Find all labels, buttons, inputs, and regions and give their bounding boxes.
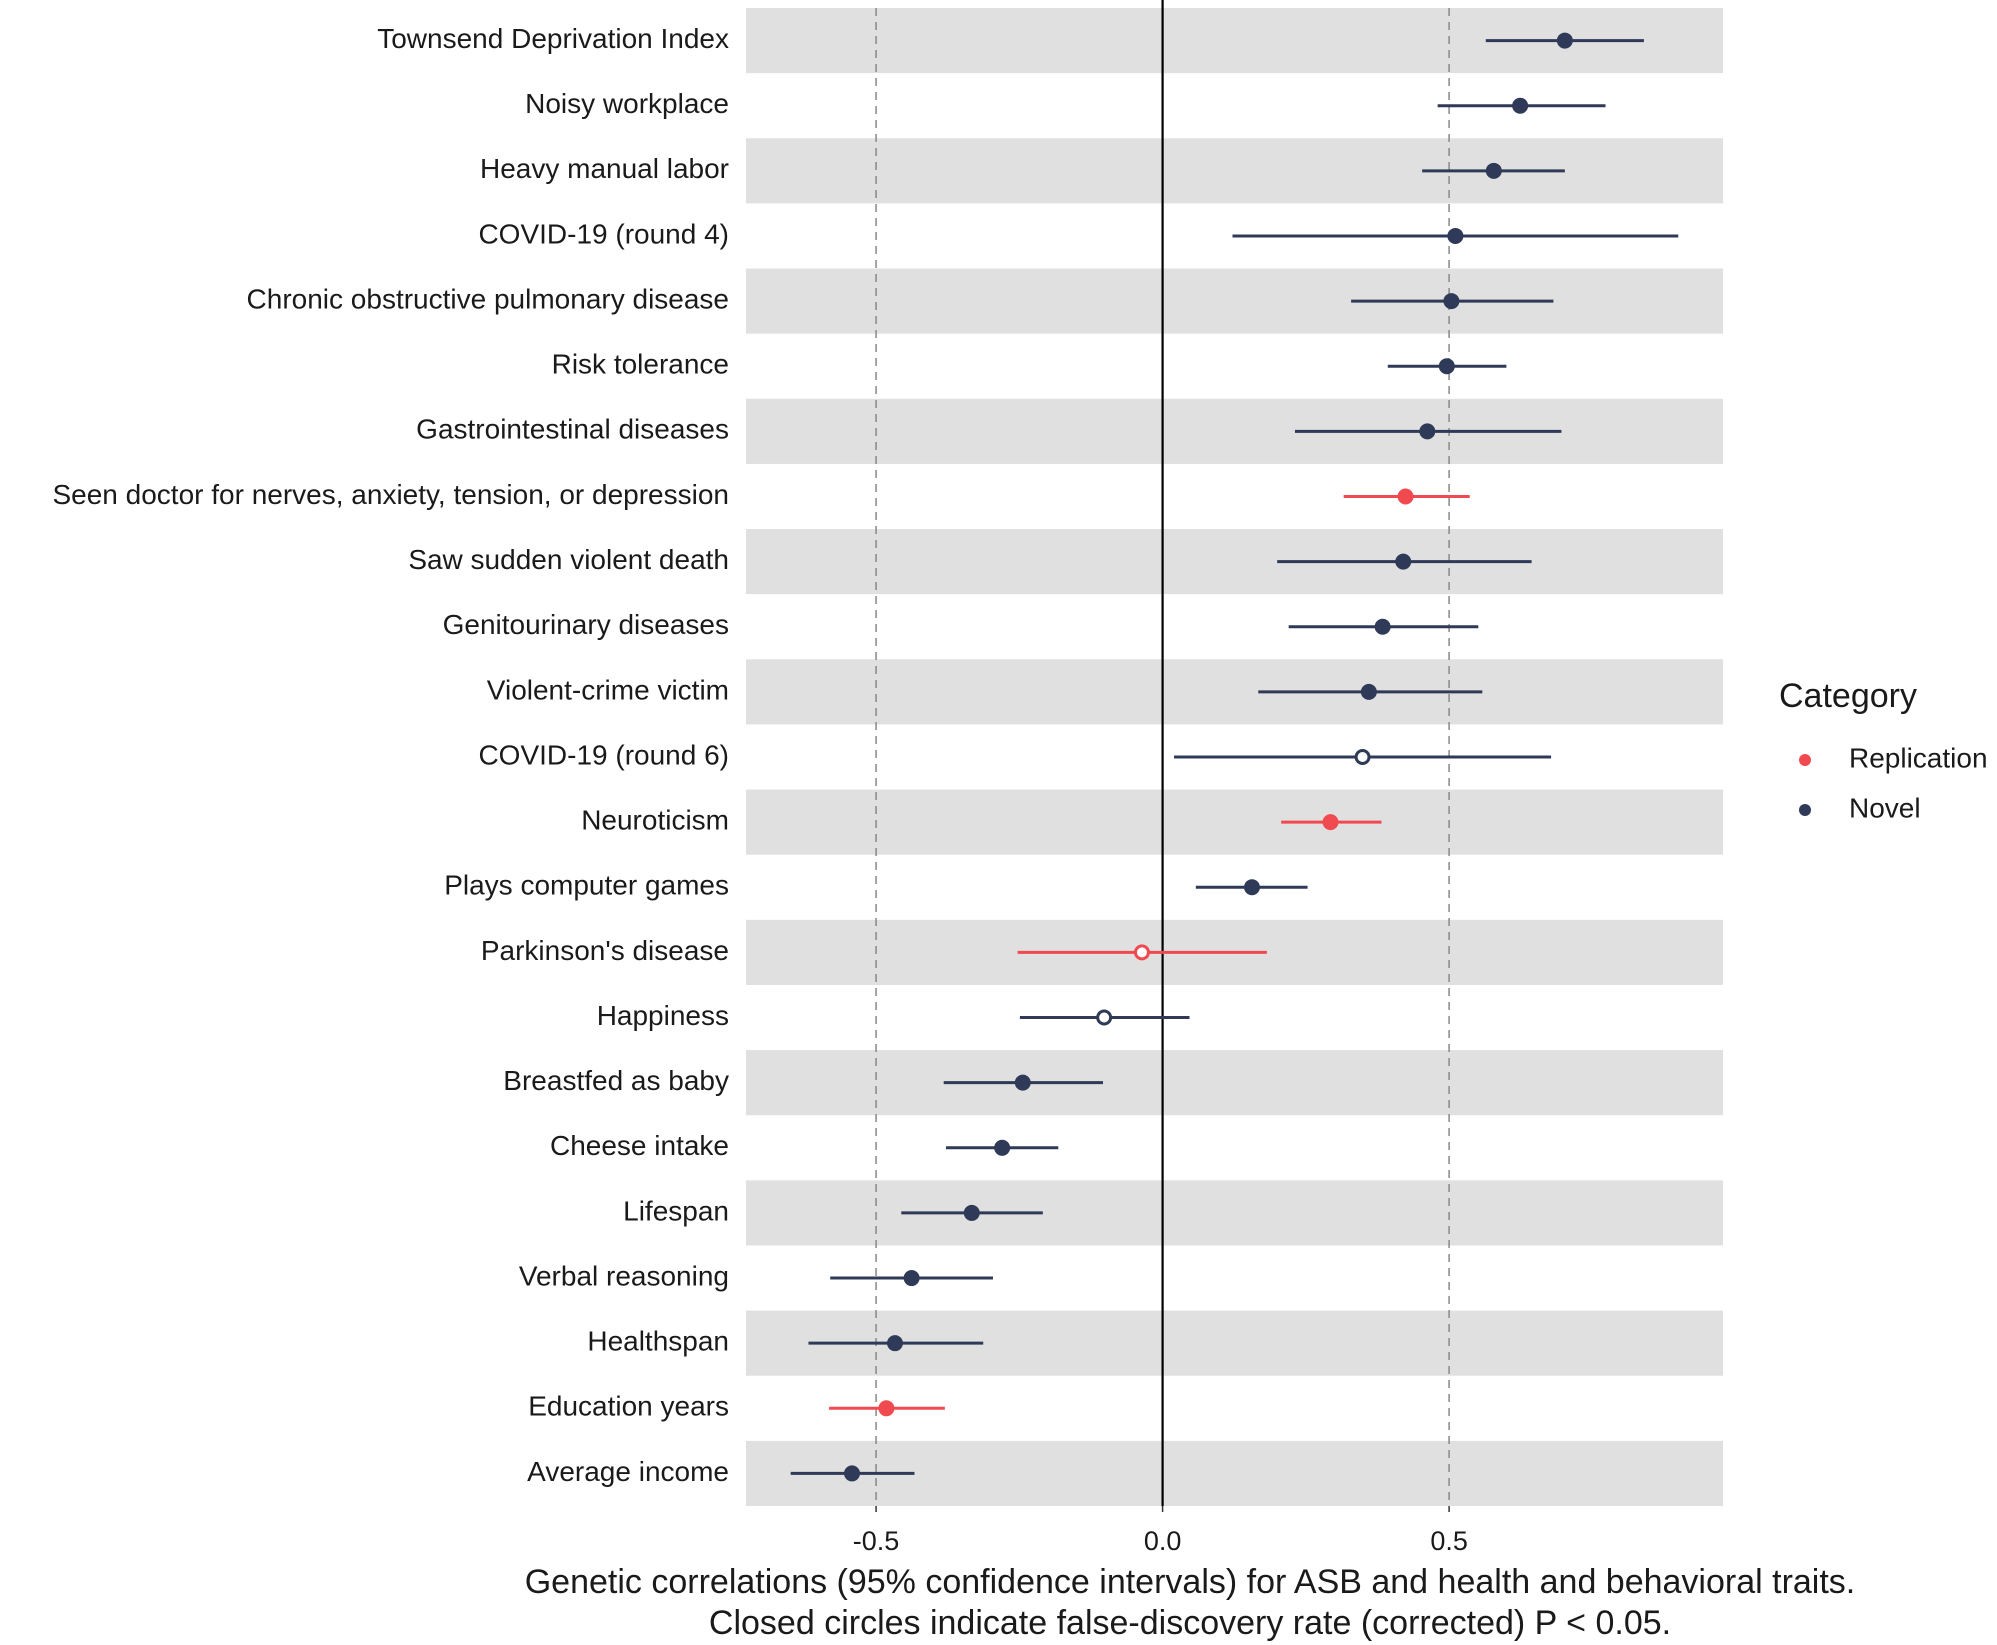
y-tick-label: Townsend Deprivation Index [377,23,729,54]
y-tick-label: Chronic obstructive pulmonary disease [247,283,729,314]
caption: Closed circles indicate false-discovery … [709,1604,1671,1642]
y-tick-label: Happiness [597,1000,729,1031]
y-tick-label: Risk tolerance [552,349,729,380]
y-tick-label: COVID-19 (round 4) [478,218,729,249]
legend-title: Category [1779,677,1917,715]
point-estimate [1556,32,1573,49]
y-tick-label: Noisy workplace [525,88,729,119]
point-estimate [1397,488,1414,505]
x-tick-label: -0.5 [853,1526,900,1556]
row-band [746,659,1723,725]
y-tick-label: Cheese intake [550,1130,729,1161]
point-estimate [1014,1074,1031,1091]
point-estimate [963,1204,980,1221]
row-band [746,398,1723,464]
y-tick-label: Education years [528,1391,729,1422]
y-tick-label: Violent-crime victim [487,674,729,705]
point-estimate [1360,683,1377,700]
point-estimate [1512,97,1529,114]
point-estimate [1443,293,1460,310]
y-tick-label: Seen doctor for nerves, anxiety, tension… [52,479,729,510]
legend-label: Novel [1849,792,1921,823]
point-estimate [878,1400,895,1417]
y-tick-label: Saw sudden violent death [408,544,729,575]
legend-marker [1799,804,1811,816]
point-estimate [1395,553,1412,570]
point-estimate [1419,423,1436,440]
point-estimate [1133,944,1150,961]
row-band [746,1050,1723,1116]
point-estimate [903,1270,920,1287]
row-band [746,1180,1723,1246]
point-estimate [886,1335,903,1352]
y-tick-label: Healthspan [587,1326,729,1357]
y-tick-label: Plays computer games [444,870,729,901]
point-estimate [1485,162,1502,179]
y-tick-label: Breastfed as baby [503,1065,729,1096]
point-estimate [1243,879,1260,896]
y-tick-label: Verbal reasoning [519,1260,729,1291]
row-band [746,529,1723,595]
legend-marker [1799,754,1811,766]
point-estimate [1438,358,1455,375]
legend-label: Replication [1849,742,1988,773]
y-tick-label: COVID-19 (round 6) [478,739,729,770]
row-band [746,268,1723,334]
point-estimate [1374,618,1391,635]
x-tick-label: 0.5 [1430,1526,1468,1556]
x-tick-label: 0.0 [1144,1526,1182,1556]
y-tick-label: Average income [527,1456,729,1487]
row-band [746,789,1723,855]
y-tick-label: Genitourinary diseases [443,609,729,640]
y-tick-label: Heavy manual labor [480,153,729,184]
point-estimate [1322,814,1339,831]
point-estimate [844,1465,861,1482]
y-tick-label: Neuroticism [581,805,729,836]
y-tick-label: Parkinson's disease [481,935,729,966]
y-tick-label: Gastrointestinal diseases [416,414,729,445]
point-estimate [1354,749,1371,765]
point-estimate [1096,1009,1113,1026]
row-band [746,138,1723,204]
caption: Genetic correlations (95% confidence int… [525,1563,1856,1601]
y-tick-label: Lifespan [623,1195,729,1226]
point-estimate [1447,227,1464,244]
point-estimate [994,1139,1011,1156]
